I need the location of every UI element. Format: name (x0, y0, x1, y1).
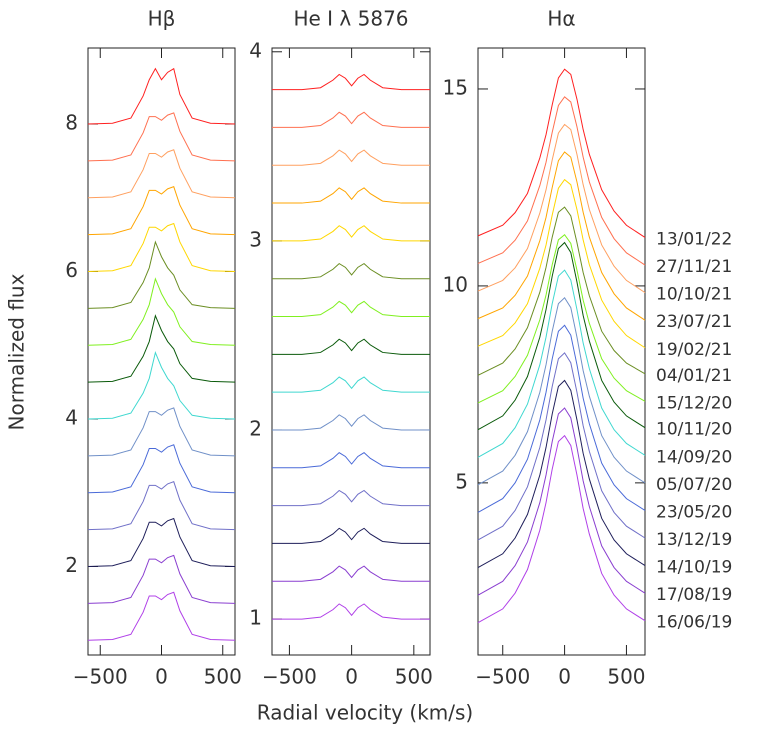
spectrum (87, 444, 236, 494)
spectrum (87, 314, 236, 383)
spectrum (272, 149, 430, 166)
spectrum (87, 186, 236, 236)
spectrum (477, 241, 646, 431)
spectrum (272, 452, 430, 469)
y-tick-label: 5 (455, 469, 468, 493)
legend-label: 13/01/22 (656, 229, 732, 249)
panel-frame (477, 47, 646, 656)
spectrum (477, 434, 646, 624)
x-tick-label: 500 (204, 665, 242, 689)
spectrum (477, 123, 646, 294)
spectrum (272, 187, 430, 204)
spectrum (87, 112, 236, 162)
legend-label: 23/07/21 (656, 312, 732, 332)
legend-label: 15/12/20 (656, 393, 732, 413)
spectrum (477, 96, 646, 266)
spectrum (272, 565, 430, 582)
spectrum (477, 269, 646, 458)
x-tick-label: 500 (395, 665, 433, 689)
spectrum (477, 324, 646, 513)
spectrum (272, 73, 430, 91)
legend-label: 17/08/19 (656, 585, 732, 605)
x-tick-label: 0 (345, 665, 358, 689)
panel-title: He I λ 5876 (293, 7, 408, 31)
spectrum (477, 352, 646, 541)
y-tick-label: 8 (65, 110, 78, 134)
spectrum (477, 68, 646, 238)
spectrum (87, 350, 236, 420)
spectrum (87, 554, 236, 604)
panel-frame (87, 47, 236, 656)
panel-title: Hβ (148, 7, 176, 31)
spectrum (87, 277, 236, 346)
spectrum (87, 222, 236, 272)
spectrum (272, 414, 430, 431)
spectrum (272, 111, 430, 128)
legend-label: 13/12/19 (656, 530, 732, 550)
y-tick-label: 2 (65, 553, 78, 577)
legend-label: 27/11/21 (656, 257, 732, 277)
legend-label: 23/05/20 (656, 502, 732, 522)
legend-label: 14/09/20 (656, 447, 732, 467)
spectrum (272, 527, 430, 544)
y-axis-label: Normalized flux (5, 273, 29, 430)
y-tick-label: 4 (65, 405, 78, 429)
spectrum (272, 338, 430, 355)
legend-label: 10/11/20 (656, 420, 732, 440)
legend-label: 04/01/21 (656, 366, 732, 386)
x-tick-label: 0 (155, 665, 168, 689)
spectrum (272, 489, 430, 507)
x-tick-label: −500 (73, 665, 128, 689)
spectrum (87, 149, 236, 199)
spectrum (87, 481, 236, 531)
legend-label: 05/07/20 (656, 475, 732, 495)
x-axis-label: Radial velocity (km/s) (257, 701, 473, 725)
spectrum (272, 376, 430, 393)
spectrum (272, 225, 430, 242)
y-tick-label: 3 (249, 227, 262, 251)
legend-label: 19/02/21 (656, 340, 732, 360)
spectrum (477, 233, 646, 404)
panel-frame (271, 47, 431, 656)
spectrum (477, 151, 646, 321)
spectrum (272, 603, 430, 620)
x-tick-label: 500 (607, 665, 645, 689)
x-tick-label: −500 (262, 665, 317, 689)
y-tick-label: 2 (249, 416, 262, 440)
y-tick-label: 4 (249, 38, 262, 62)
legend-label: 10/10/21 (656, 285, 732, 305)
y-tick-label: 1 (249, 606, 262, 630)
spectrum (477, 206, 646, 376)
spectrum (477, 296, 646, 486)
y-tick-label: 15 (443, 75, 468, 99)
spectrum (87, 240, 236, 309)
x-tick-label: 0 (558, 665, 571, 689)
spectrum (272, 300, 430, 318)
spectrum (87, 591, 236, 641)
panel-title: Hα (547, 7, 575, 31)
spectrum (477, 178, 646, 349)
spectrum (87, 517, 236, 567)
y-tick-label: 6 (65, 258, 78, 282)
spectrum (272, 262, 430, 280)
legend-label: 14/10/19 (656, 558, 732, 578)
x-tick-label: −500 (475, 665, 530, 689)
spectrum (87, 67, 236, 125)
spectrum (87, 407, 236, 457)
y-tick-label: 10 (443, 272, 468, 296)
legend-label: 16/06/19 (656, 613, 732, 633)
spectrum (477, 379, 646, 568)
spectrum (477, 407, 646, 596)
